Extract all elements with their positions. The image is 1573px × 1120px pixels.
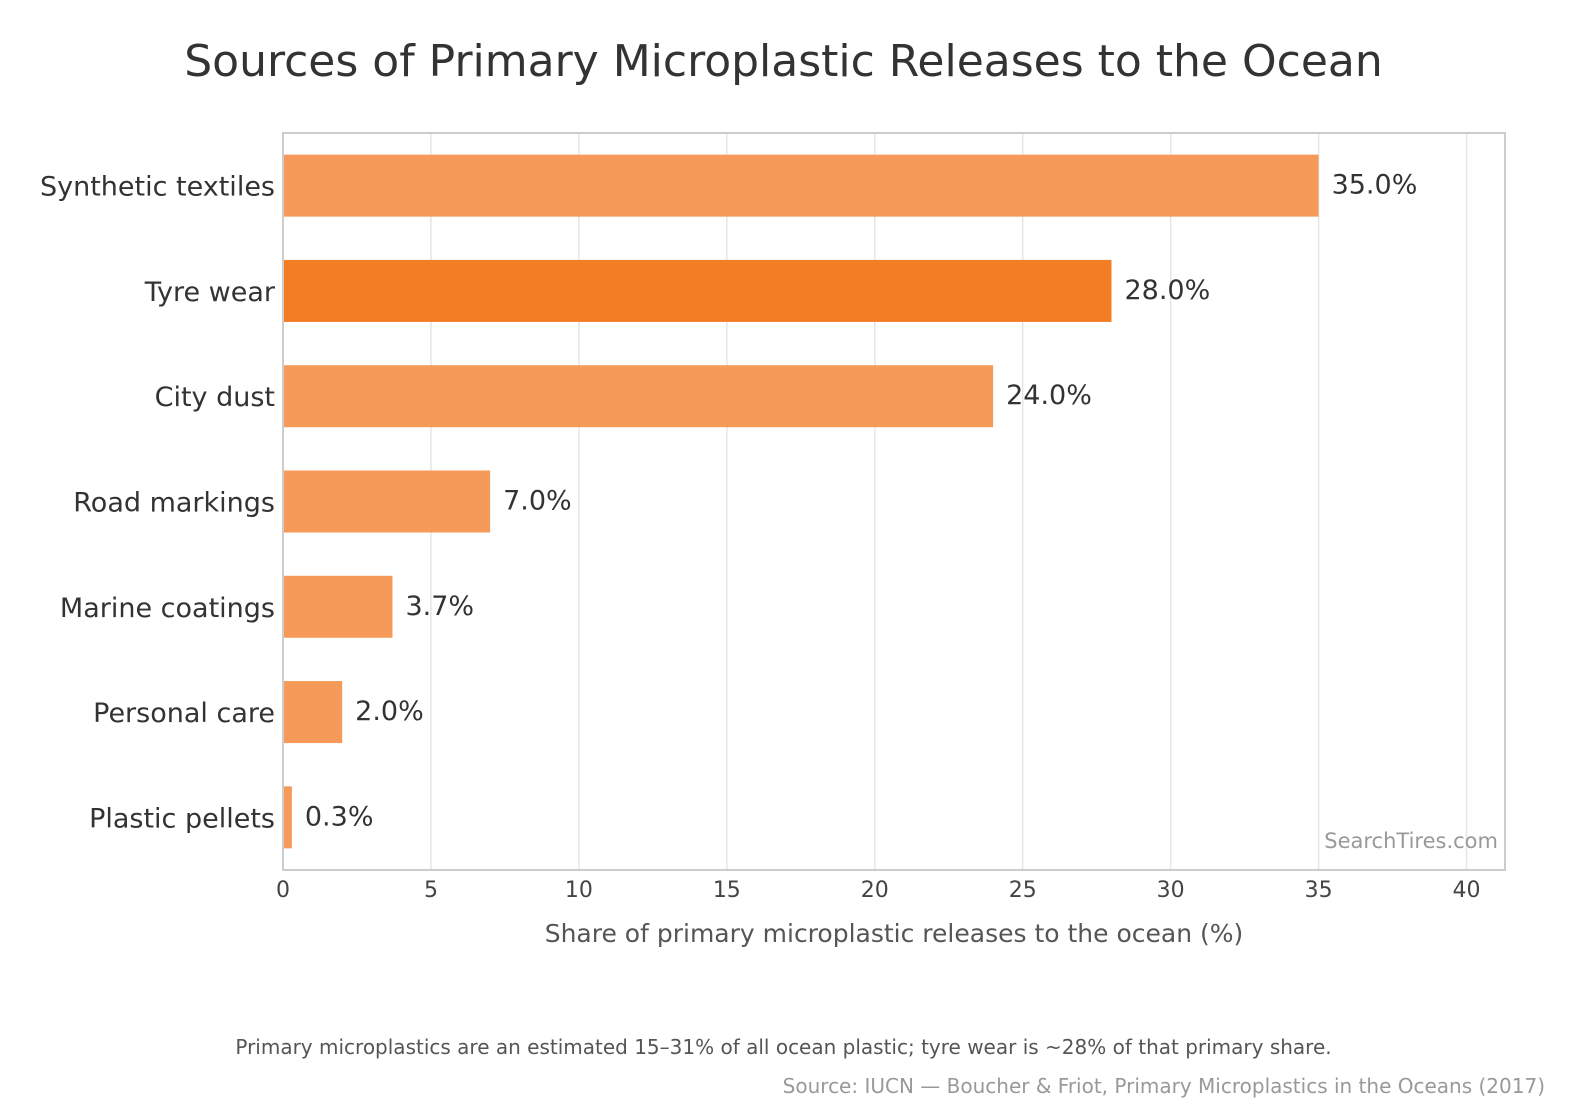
bar	[283, 259, 1112, 322]
bar	[283, 470, 491, 533]
x-tick-labels: 0 5 10 15 20 25 30 35 40	[276, 878, 1481, 903]
data-label: 3.7%	[405, 591, 474, 622]
source-credit: Source: IUCN — Boucher & Friot, Primary …	[782, 1074, 1545, 1098]
category-label: Road markings	[73, 488, 275, 519]
category-label: Plastic pellets	[89, 803, 275, 834]
x-tick-label: 25	[1009, 878, 1037, 903]
x-axis-title: Share of primary microplastic releases t…	[545, 919, 1244, 948]
plot-frame	[282, 132, 1506, 871]
x-tick-label: 0	[276, 878, 290, 903]
x-tick-label: 20	[861, 878, 889, 903]
bar	[283, 365, 994, 428]
data-label: 35.0%	[1332, 170, 1418, 201]
category-label: Personal care	[93, 698, 275, 729]
chart-title: Sources of Primary Microplastic Releases…	[184, 36, 1383, 87]
category-label: Tyre wear	[144, 277, 276, 308]
x-tick-label: 40	[1453, 878, 1481, 903]
bar	[283, 786, 292, 849]
bar	[283, 681, 343, 744]
watermark: SearchTires.com	[1324, 829, 1498, 853]
data-label: 0.3%	[305, 801, 374, 832]
value-labels: 35.0% 28.0% 24.0% 7.0% 3.7% 2.0% 0.3%	[305, 170, 1417, 833]
x-tick-label: 35	[1305, 878, 1333, 903]
footnote: Primary microplastics are an estimated 1…	[235, 1035, 1332, 1059]
x-tick-label: 5	[424, 878, 438, 903]
category-labels: Synthetic textiles Tyre wear City dust Road…	[40, 172, 276, 835]
data-label: 2.0%	[355, 696, 424, 727]
category-label: City dust	[155, 382, 275, 413]
x-tick-label: 10	[565, 878, 593, 903]
data-label: 7.0%	[503, 486, 572, 517]
bar	[283, 575, 393, 638]
bar	[283, 154, 1319, 217]
bars	[283, 154, 1319, 849]
data-label: 28.0%	[1124, 275, 1210, 306]
x-tick-label: 15	[713, 878, 741, 903]
data-label: 24.0%	[1006, 380, 1092, 411]
x-tick-label: 30	[1157, 878, 1185, 903]
category-label: Synthetic textiles	[40, 172, 275, 203]
category-label: Marine coatings	[60, 593, 275, 624]
